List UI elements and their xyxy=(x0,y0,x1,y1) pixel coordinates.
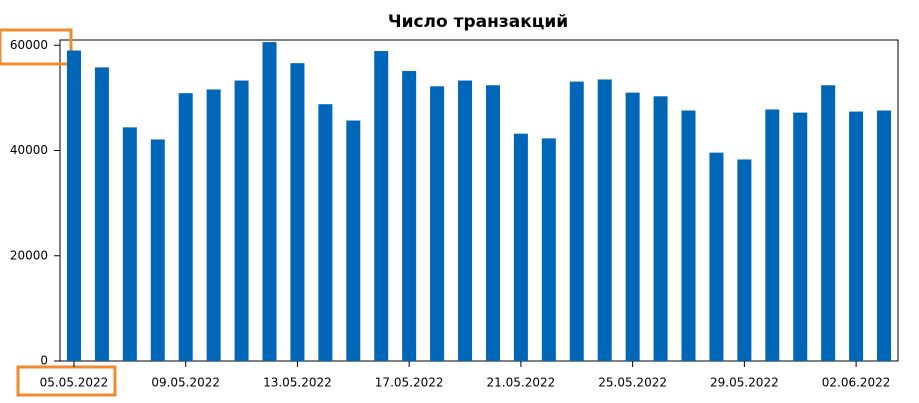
y-tick-label: 20000 xyxy=(10,248,48,262)
x-tick-label: 29.05.2022 xyxy=(710,376,779,390)
bar xyxy=(66,50,81,361)
chart-title: Число транзакций xyxy=(388,12,568,32)
x-tick-label: 05.05.2022 xyxy=(40,376,109,390)
bar xyxy=(653,96,668,362)
bar xyxy=(513,133,528,361)
bar xyxy=(541,138,556,361)
bar xyxy=(290,63,305,361)
y-tick-label: 60000 xyxy=(10,38,48,52)
y-tick-label: 40000 xyxy=(10,143,48,157)
bar xyxy=(122,127,137,361)
x-tick-label: 09.05.2022 xyxy=(151,376,220,390)
bar xyxy=(793,112,808,361)
x-tick-label: 02.06.2022 xyxy=(822,376,891,390)
bar xyxy=(206,89,221,361)
bar xyxy=(318,104,333,361)
x-tick-label: 21.05.2022 xyxy=(487,376,556,390)
x-tick-label: 25.05.2022 xyxy=(598,376,667,390)
x-tick-label: 17.05.2022 xyxy=(375,376,444,390)
bar xyxy=(737,159,752,361)
bar xyxy=(150,139,165,361)
bar xyxy=(485,85,500,361)
bar xyxy=(346,120,361,361)
bar xyxy=(374,51,389,362)
bar xyxy=(765,109,780,361)
highlight-box xyxy=(16,365,117,397)
bar xyxy=(597,79,612,361)
highlight-box xyxy=(0,28,73,66)
bar xyxy=(877,110,892,361)
bar xyxy=(262,42,277,361)
bar xyxy=(625,92,640,361)
bar xyxy=(430,86,445,361)
bar xyxy=(94,67,109,361)
bar xyxy=(681,110,696,361)
bar xyxy=(821,85,836,361)
bar xyxy=(849,111,864,361)
bar xyxy=(458,80,473,362)
bar xyxy=(709,152,724,361)
bar xyxy=(234,80,249,362)
bar xyxy=(178,93,193,362)
plot-frame xyxy=(59,39,899,362)
y-tick-label: 0 xyxy=(40,354,48,368)
x-tick-label: 13.05.2022 xyxy=(263,376,332,390)
bar xyxy=(402,71,417,361)
bar xyxy=(569,81,584,361)
